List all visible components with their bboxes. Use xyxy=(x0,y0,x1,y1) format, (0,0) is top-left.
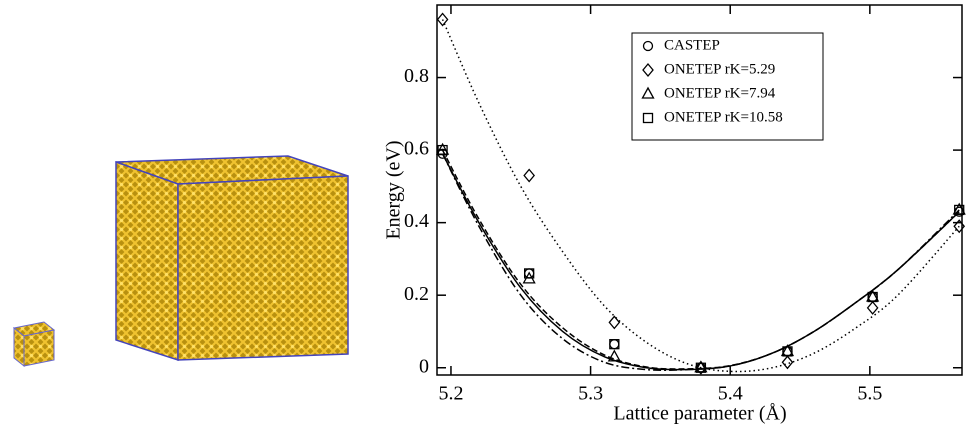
legend-label: ONETEP rK=10.58 xyxy=(664,109,783,125)
data-point xyxy=(609,316,619,328)
y-tick-label: 0.2 xyxy=(404,283,429,305)
legend-label: ONETEP rK=5.29 xyxy=(664,61,775,77)
data-point xyxy=(868,302,878,314)
small-crystal xyxy=(14,322,54,366)
y-axis-label: Energy (eV) xyxy=(383,140,405,239)
large-crystal xyxy=(116,156,348,360)
x-tick-label: 5.2 xyxy=(438,383,463,405)
legend-label: ONETEP rK=7.94 xyxy=(664,85,776,101)
data-point xyxy=(610,340,619,349)
fit-curve xyxy=(443,154,960,370)
fit-curve xyxy=(443,150,960,369)
data-point xyxy=(782,356,792,368)
x-tick-label: 5.4 xyxy=(718,383,743,405)
fit-curve xyxy=(443,154,960,371)
legend-label: CASTEP xyxy=(664,37,720,53)
y-tick-label: 0.6 xyxy=(404,138,429,160)
y-tick-label: 0 xyxy=(419,355,429,377)
x-tick-label: 5.3 xyxy=(578,383,603,405)
y-tick-label: 0.4 xyxy=(404,210,429,232)
figure: Lattice parameter (Å) Energy (eV) 0 0.2 0.… xyxy=(0,0,966,430)
x-axis-label: Lattice parameter (Å) xyxy=(613,403,786,425)
data-point xyxy=(524,169,534,181)
y-tick-label: 0.8 xyxy=(404,65,429,87)
x-tick-label: 5.5 xyxy=(857,383,882,405)
